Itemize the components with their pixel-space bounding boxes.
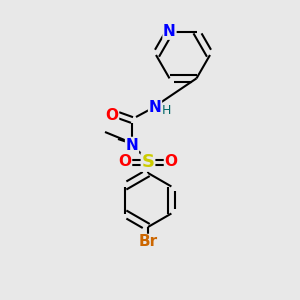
Text: O: O <box>118 154 131 169</box>
Text: O: O <box>164 154 178 169</box>
Text: O: O <box>106 107 118 122</box>
Text: N: N <box>163 24 176 39</box>
Text: N: N <box>126 137 138 152</box>
Text: Br: Br <box>138 235 158 250</box>
Text: N: N <box>148 100 161 115</box>
Text: S: S <box>142 153 154 171</box>
Text: H: H <box>161 103 171 116</box>
